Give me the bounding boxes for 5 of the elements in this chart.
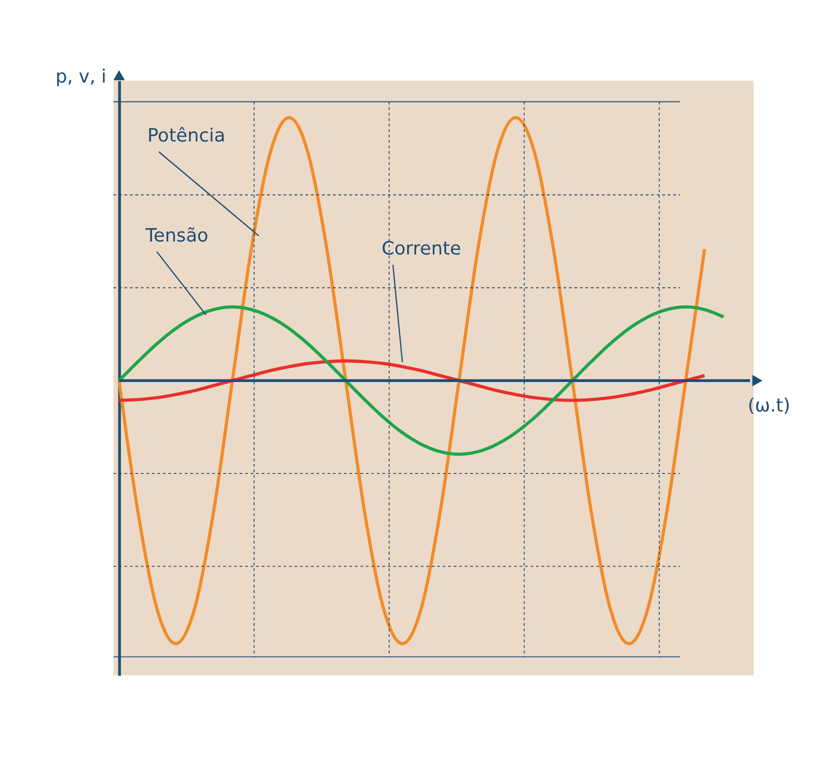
y-axis-title: p, v, i (56, 66, 106, 88)
x-axis-title: (ω.t) (748, 396, 790, 417)
text: Potência (147, 125, 226, 146)
text: Tensão (144, 225, 208, 246)
text: Corrente (382, 238, 462, 260)
